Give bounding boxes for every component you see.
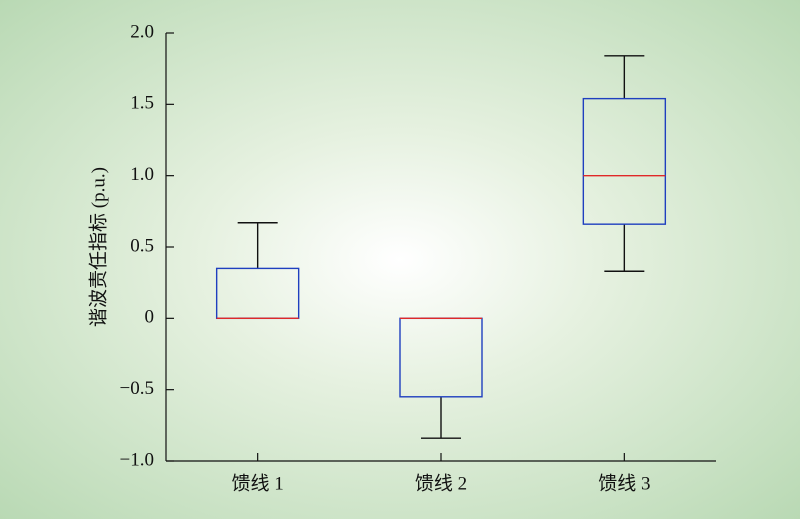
box — [215, 267, 300, 320]
y-tick-label: −0.5 — [120, 378, 154, 399]
y-tick-label: 2.0 — [130, 21, 154, 42]
box — [582, 97, 667, 225]
y-tick-label: 0 — [145, 307, 155, 328]
x-tick-label: 馈线 2 — [415, 472, 467, 494]
y-axis-label: 谐波责任指标 (p.u.) — [87, 167, 109, 327]
y-tick-label: 0.5 — [130, 235, 154, 256]
y-tick-label: 1.5 — [130, 93, 154, 114]
box — [399, 317, 483, 398]
y-tick-label: 1.0 — [130, 164, 154, 185]
x-tick-label: 馈线 1 — [232, 472, 284, 494]
y-tick-label: −1.0 — [120, 449, 154, 470]
x-tick-label: 馈线 3 — [598, 472, 650, 494]
